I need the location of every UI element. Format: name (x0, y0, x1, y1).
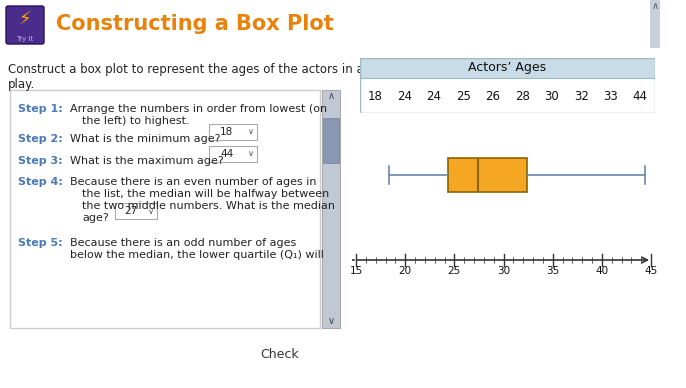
FancyBboxPatch shape (209, 124, 257, 140)
Text: Because there is an odd number of ages: Because there is an odd number of ages (70, 238, 296, 248)
Text: 24: 24 (397, 90, 412, 102)
Text: Step 5:: Step 5: (18, 238, 62, 248)
Text: 28: 28 (514, 90, 530, 102)
Bar (449, 158, 527, 192)
Text: Step 4:: Step 4: (18, 177, 63, 187)
Text: What is the maximum age?: What is the maximum age? (70, 156, 224, 166)
FancyBboxPatch shape (650, 0, 660, 48)
Text: 25: 25 (448, 266, 461, 276)
Text: 45: 45 (644, 266, 658, 276)
Text: 20: 20 (399, 266, 412, 276)
Text: 18: 18 (367, 90, 382, 102)
Text: ∨: ∨ (327, 316, 335, 326)
Text: Check: Check (261, 348, 299, 360)
Text: 24: 24 (426, 90, 441, 102)
Text: ⚡: ⚡ (19, 11, 32, 29)
FancyBboxPatch shape (323, 118, 339, 163)
Text: 33: 33 (604, 90, 618, 102)
Text: 44: 44 (220, 149, 233, 159)
Text: Step 3:: Step 3: (18, 156, 62, 166)
Text: Actors’ Ages: Actors’ Ages (468, 62, 546, 74)
FancyBboxPatch shape (322, 90, 340, 328)
Text: play.: play. (8, 78, 35, 91)
Text: 25: 25 (456, 90, 471, 102)
Text: 27: 27 (124, 206, 137, 216)
FancyBboxPatch shape (209, 146, 257, 162)
Text: age?: age? (82, 213, 109, 223)
Text: What is the minimum age?: What is the minimum age? (70, 134, 220, 144)
Text: ∨: ∨ (248, 149, 254, 159)
Text: Construct a box plot to represent the ages of the actors in a: Construct a box plot to represent the ag… (8, 63, 364, 76)
Text: the two middle numbers. What is the median: the two middle numbers. What is the medi… (82, 201, 335, 211)
Text: ∨: ∨ (248, 128, 254, 137)
Text: 18: 18 (220, 127, 233, 137)
FancyBboxPatch shape (115, 203, 157, 219)
Text: Step 1:: Step 1: (18, 104, 62, 114)
Text: Arrange the numbers in order from lowest (on: Arrange the numbers in order from lowest… (70, 104, 327, 114)
Text: 32: 32 (573, 90, 589, 102)
FancyBboxPatch shape (360, 58, 655, 78)
Text: the left) to highest.: the left) to highest. (82, 116, 189, 126)
Text: Because there is an even number of ages in: Because there is an even number of ages … (70, 177, 316, 187)
Text: 30: 30 (545, 90, 559, 102)
Text: Try It: Try It (16, 36, 34, 42)
Text: 35: 35 (546, 266, 559, 276)
FancyBboxPatch shape (6, 6, 44, 44)
Text: 30: 30 (497, 266, 510, 276)
Text: ∧: ∧ (327, 91, 335, 101)
Text: the list, the median will be halfway between: the list, the median will be halfway bet… (82, 189, 329, 199)
Text: below the median, the lower quartile (Q₁) will: below the median, the lower quartile (Q₁… (70, 250, 324, 260)
Text: 26: 26 (485, 90, 500, 102)
Text: ∨: ∨ (148, 206, 154, 215)
Text: Constructing a Box Plot: Constructing a Box Plot (56, 14, 334, 34)
Text: 40: 40 (595, 266, 608, 276)
Text: Step 2:: Step 2: (18, 134, 62, 144)
Text: 15: 15 (349, 266, 363, 276)
Text: ∧: ∧ (652, 1, 659, 11)
Text: 44: 44 (632, 90, 648, 102)
FancyBboxPatch shape (10, 90, 320, 328)
